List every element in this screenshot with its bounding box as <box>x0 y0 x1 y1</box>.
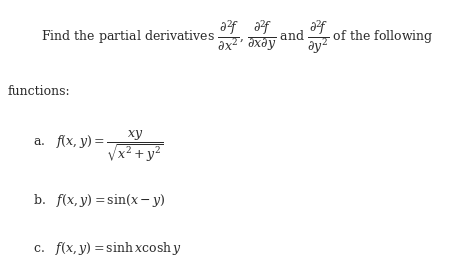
Text: functions:: functions: <box>8 85 71 99</box>
Text: a.   $f(x,y) = \dfrac{xy}{\sqrt{x^2+y^2}}$: a. $f(x,y) = \dfrac{xy}{\sqrt{x^2+y^2}}$ <box>33 128 164 164</box>
Text: Find the partial derivatives $\dfrac{\partial^2\!f}{\partial x^2}$, $\dfrac{\par: Find the partial derivatives $\dfrac{\pa… <box>41 19 433 56</box>
Text: b.   $f\left(x,y\right) = \sin(x-y)$: b. $f\left(x,y\right) = \sin(x-y)$ <box>33 192 166 209</box>
Text: c.   $f\left(x,y\right) = \sinh x\cosh y$: c. $f\left(x,y\right) = \sinh x\cosh y$ <box>33 240 182 257</box>
